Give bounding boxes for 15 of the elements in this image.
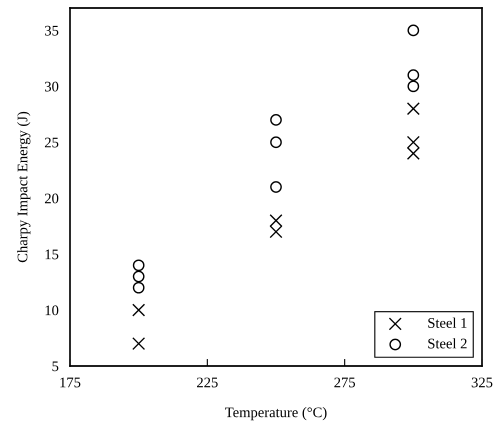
y-tick-label: 10 — [46, 305, 58, 316]
legend-label: Steel 1 — [428, 318, 467, 328]
y-tick-label: 20 — [44, 194, 58, 204]
legend-label: Steel 2 — [428, 338, 467, 348]
y-tick-label: 30 — [45, 82, 58, 92]
x-tick-label: 275 — [334, 378, 356, 388]
y-tick-label: 5 — [52, 362, 58, 372]
x-tick-label: 325 — [472, 378, 492, 388]
y-axis-title: Charpy Impact Energy (J) — [17, 112, 30, 262]
y-tick-label: 15 — [46, 250, 58, 260]
x-tick-label: 175 — [60, 378, 80, 388]
y-tick-label: 35 — [45, 26, 58, 36]
y-tick-label: 25 — [44, 138, 58, 148]
x-axis-title: Temperature (°C) — [225, 407, 327, 420]
x-tick-label: 225 — [197, 378, 218, 388]
